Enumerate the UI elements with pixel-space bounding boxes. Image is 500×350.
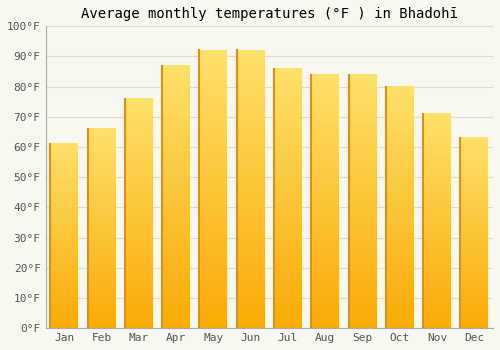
Title: Average monthly temperatures (°F ) in Bhadohī: Average monthly temperatures (°F ) in Bh… <box>81 7 458 21</box>
